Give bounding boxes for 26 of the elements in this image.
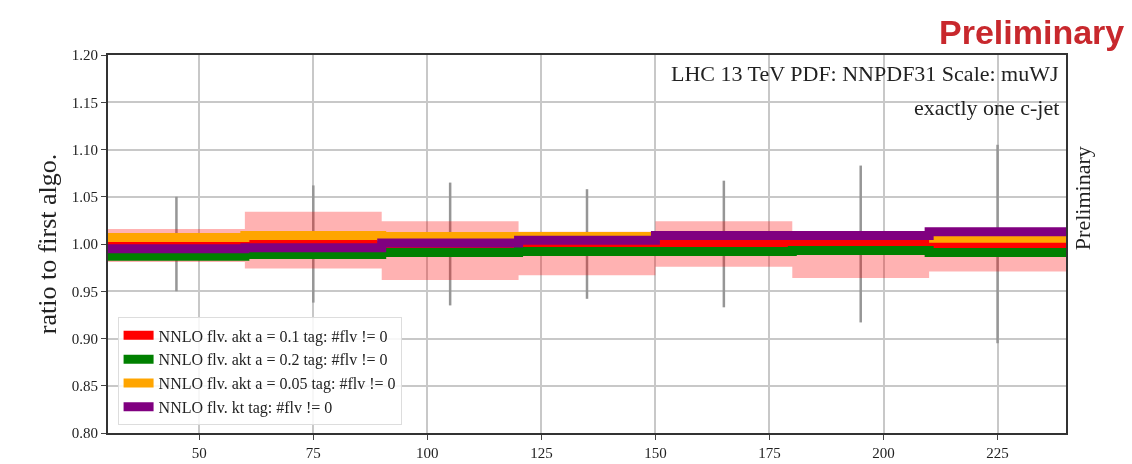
x-tick-label: 150	[644, 445, 667, 461]
legend-label: NNLO flv. akt a = 0.1 tag: #flv != 0	[158, 327, 388, 346]
x-tick-label: 200	[872, 445, 895, 461]
text: Preliminary	[939, 13, 1125, 51]
x-tick-label: 125	[530, 445, 553, 461]
x-tick-label: 75	[305, 445, 321, 461]
annotation: exactly one c-jet	[914, 95, 1060, 120]
y-tick-label: 1.10	[71, 141, 98, 158]
x-tick-label: 100	[416, 445, 439, 461]
y-tick-label: 0.85	[71, 378, 98, 394]
legend-label: NNLO flv. kt tag: #flv != 0	[158, 398, 333, 417]
x-tick-label: 225	[986, 445, 1009, 461]
y-tick-label: 1.00	[71, 236, 98, 253]
legend-label: NNLO flv. akt a = 0.05 tag: #flv != 0	[158, 375, 396, 394]
y-tick-label: 0.80	[71, 425, 98, 442]
y-tick-label: 1.20	[71, 47, 98, 64]
text: Preliminary	[1069, 146, 1095, 251]
x-tick-label: 175	[758, 445, 781, 461]
annotation: LHC 13 TeV PDF: NNPDF31 Scale: muWJ	[671, 61, 1059, 86]
legend-label: NNLO flv. akt a = 0.2 tag: #flv != 0	[158, 351, 388, 370]
y-tick-label: 0.90	[71, 330, 98, 347]
y-tick-label: 0.95	[71, 283, 98, 300]
y-tick-label: 1.05	[71, 189, 98, 205]
y-axis-title: ratio to first algo.	[32, 153, 62, 335]
y-tick-label: 1.15	[71, 94, 98, 111]
x-tick-label: 50	[191, 445, 207, 461]
